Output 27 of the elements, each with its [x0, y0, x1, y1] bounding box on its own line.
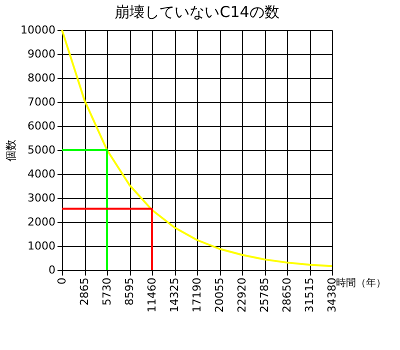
x-tick-label: 25785 — [258, 278, 271, 312]
y-tick-label: 4000 — [28, 168, 56, 180]
x-tick-label: 0 — [56, 278, 68, 284]
y-tick-label: 10000 — [20, 24, 56, 36]
x-tick-label: 2865 — [78, 278, 91, 306]
x-tick-label: 11460 — [146, 278, 158, 312]
y-tick-label: 9000 — [28, 48, 56, 60]
line-series — [61, 29, 333, 268]
y-axis-title: 個数 — [4, 140, 18, 162]
y-tick-label: 8000 — [28, 72, 56, 84]
x-tick-label: 14325 — [168, 278, 181, 312]
y-tick-label: 1000 — [28, 240, 56, 252]
x-tick-label: 31515 — [303, 278, 316, 312]
y-tick-label: 5000 — [28, 144, 56, 156]
x-tick-label: 5730 — [100, 278, 114, 306]
x-tick-label: 17190 — [190, 278, 204, 312]
y-tick-label: 0 — [48, 264, 56, 276]
y-tick-label: 7000 — [28, 96, 56, 108]
chart-title: 崩壊していないC14の数 — [114, 3, 280, 21]
x-tick-label: 8595 — [123, 278, 136, 306]
x-axis-title: 時間（年） — [336, 277, 386, 289]
y-tick-label: 6000 — [28, 120, 56, 132]
x-tick-label: 22920 — [236, 278, 248, 312]
y-tick-label: 2000 — [28, 216, 56, 228]
x-tick-label: 28650 — [280, 278, 294, 312]
x-tick-label: 20055 — [213, 278, 226, 312]
y-tick-label: 3000 — [28, 192, 56, 204]
